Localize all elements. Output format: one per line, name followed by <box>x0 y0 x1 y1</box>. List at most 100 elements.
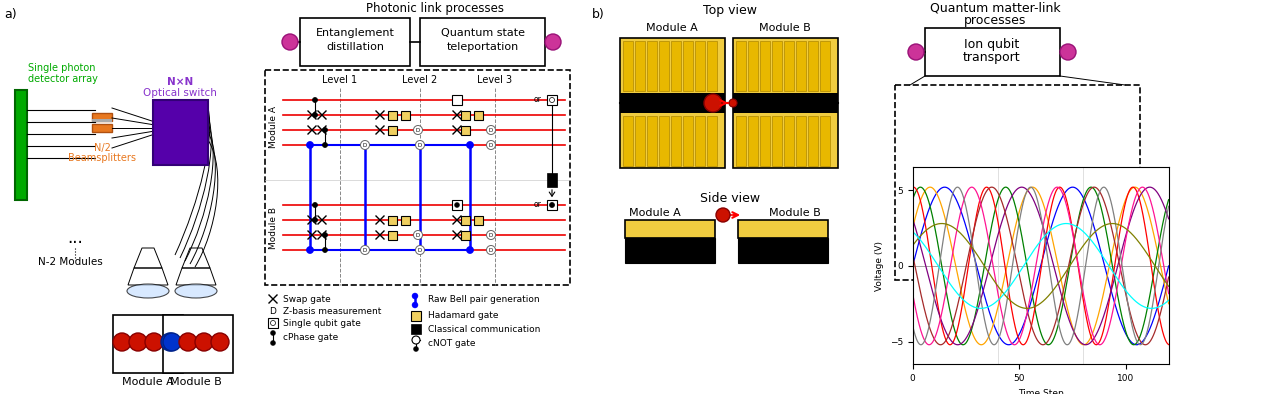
Text: Side view: Side view <box>700 191 760 204</box>
Text: D: D <box>362 143 367 147</box>
Circle shape <box>549 203 554 208</box>
Bar <box>772 116 782 166</box>
Circle shape <box>412 336 420 344</box>
Bar <box>635 41 645 91</box>
Circle shape <box>413 126 422 134</box>
Bar <box>411 324 421 334</box>
Bar <box>808 116 818 166</box>
Bar <box>748 41 758 91</box>
Bar <box>623 41 634 91</box>
Bar <box>748 116 758 166</box>
Text: Module A: Module A <box>646 23 698 33</box>
Circle shape <box>412 293 419 299</box>
Circle shape <box>361 141 369 149</box>
Bar <box>300 18 410 66</box>
Circle shape <box>716 208 730 222</box>
Text: Single photon: Single photon <box>28 63 96 73</box>
Bar <box>796 116 806 166</box>
Text: Entanglement: Entanglement <box>316 28 394 38</box>
Circle shape <box>282 34 298 50</box>
Bar <box>646 116 657 166</box>
Text: distillation: distillation <box>326 42 384 52</box>
Bar <box>772 41 782 91</box>
Circle shape <box>163 333 180 351</box>
Text: D: D <box>416 128 420 132</box>
X-axis label: Time Step: Time Step <box>1018 389 1064 394</box>
Bar <box>659 116 669 166</box>
Text: Level 1: Level 1 <box>323 75 357 85</box>
Bar <box>620 38 724 168</box>
Bar <box>760 41 771 91</box>
Circle shape <box>416 141 425 149</box>
Text: Classical communication: Classical communication <box>428 325 540 333</box>
Text: D: D <box>417 143 422 147</box>
Circle shape <box>312 97 317 102</box>
Ellipse shape <box>175 284 218 298</box>
Circle shape <box>1060 44 1076 60</box>
Bar <box>547 95 557 105</box>
Bar <box>401 110 410 119</box>
Circle shape <box>312 217 317 223</box>
Circle shape <box>323 232 328 238</box>
Bar <box>547 200 557 210</box>
Bar <box>659 41 669 91</box>
Text: Optical switch: Optical switch <box>143 88 216 98</box>
Bar <box>895 85 1140 280</box>
Circle shape <box>270 320 275 325</box>
Bar <box>707 116 717 166</box>
Bar <box>15 90 27 200</box>
Text: Module B: Module B <box>270 207 279 249</box>
Bar <box>925 28 1060 76</box>
Bar <box>388 216 397 225</box>
Bar <box>388 230 397 240</box>
Text: Module B: Module B <box>769 208 820 218</box>
Bar <box>474 216 483 225</box>
Text: Level 3: Level 3 <box>477 75 512 85</box>
Text: Top view: Top view <box>703 4 756 17</box>
Circle shape <box>466 247 474 253</box>
Bar <box>461 230 470 240</box>
Text: Level 2: Level 2 <box>402 75 438 85</box>
Bar <box>646 41 657 91</box>
Text: or: or <box>534 199 541 208</box>
Circle shape <box>179 333 197 351</box>
Bar <box>671 41 681 91</box>
Circle shape <box>704 94 722 112</box>
Bar <box>796 41 806 91</box>
Text: D: D <box>489 232 493 238</box>
Bar <box>760 116 771 166</box>
Text: D: D <box>489 247 493 253</box>
Circle shape <box>312 113 317 117</box>
Text: N-2 Modules: N-2 Modules <box>38 257 102 267</box>
Circle shape <box>211 333 229 351</box>
Text: Beamsplitters: Beamsplitters <box>68 153 136 163</box>
Circle shape <box>454 203 460 208</box>
Bar <box>808 41 818 91</box>
Bar <box>163 315 233 373</box>
Bar <box>736 41 746 91</box>
Text: Quantum matter-link: Quantum matter-link <box>929 2 1060 15</box>
Circle shape <box>413 346 419 351</box>
Text: a): a) <box>4 8 17 21</box>
Circle shape <box>416 245 425 255</box>
Circle shape <box>486 245 495 255</box>
Text: or: or <box>534 95 541 104</box>
Bar <box>820 116 829 166</box>
Text: N/2: N/2 <box>93 143 110 153</box>
Circle shape <box>270 340 275 346</box>
Circle shape <box>312 203 317 208</box>
Bar <box>388 110 397 119</box>
Bar <box>736 116 746 166</box>
Bar <box>783 116 794 166</box>
Bar <box>625 238 716 263</box>
Circle shape <box>145 333 163 351</box>
Text: Quantum state: Quantum state <box>442 28 525 38</box>
Text: D: D <box>362 247 367 253</box>
Circle shape <box>129 333 147 351</box>
Bar <box>635 116 645 166</box>
Circle shape <box>113 333 131 351</box>
Circle shape <box>908 44 924 60</box>
Bar <box>113 315 183 373</box>
Circle shape <box>416 247 424 253</box>
Bar <box>625 220 716 238</box>
